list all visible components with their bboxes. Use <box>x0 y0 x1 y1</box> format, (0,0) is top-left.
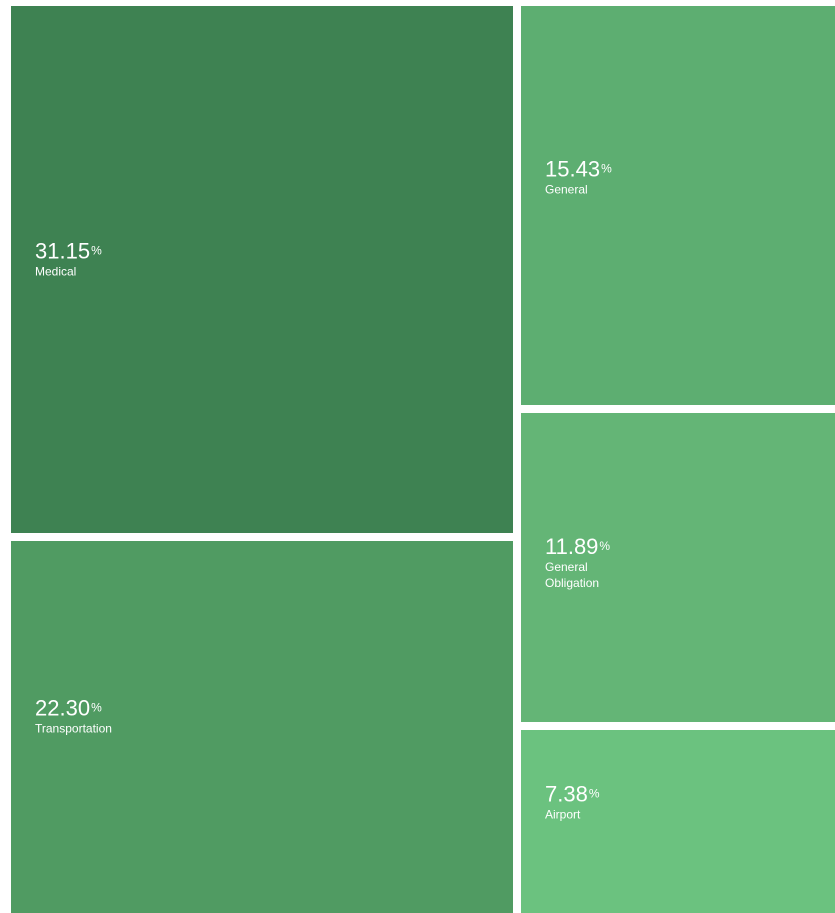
tile-category-name: General Obligation <box>545 559 615 591</box>
percent-unit: % <box>91 701 102 715</box>
tile-value: 31.15% <box>35 240 102 262</box>
tile-label: 7.38% Airport <box>545 784 600 823</box>
tile-category-name: Transportation <box>35 721 105 737</box>
percent-unit: % <box>601 162 612 176</box>
tile-value: 7.38% <box>545 784 600 806</box>
tile-label: 11.89% General Obligation <box>545 536 615 591</box>
percent-unit: % <box>91 243 102 257</box>
percent-unit: % <box>599 539 610 553</box>
tile-label: 31.15% Medical <box>35 240 102 279</box>
tile-value: 22.30% <box>35 698 105 720</box>
tile-label: 22.30% Transportation <box>35 698 105 737</box>
tile-medical[interactable]: 31.15% Medical <box>11 6 513 533</box>
tile-category-name: General <box>545 182 612 198</box>
tile-transportation[interactable]: 22.30% Transportation <box>11 541 513 913</box>
tile-general[interactable]: 15.43% General <box>521 6 835 405</box>
tile-category-name: Medical <box>35 263 102 279</box>
tile-category-name: Airport <box>545 807 600 823</box>
tile-general-obligation[interactable]: 11.89% General Obligation <box>521 413 835 722</box>
tile-airport[interactable]: 7.38% Airport <box>521 730 835 913</box>
tile-value: 15.43% <box>545 159 612 181</box>
tile-label: 15.43% General <box>545 159 612 198</box>
tile-value: 11.89% <box>545 536 615 558</box>
percent-unit: % <box>589 787 600 801</box>
